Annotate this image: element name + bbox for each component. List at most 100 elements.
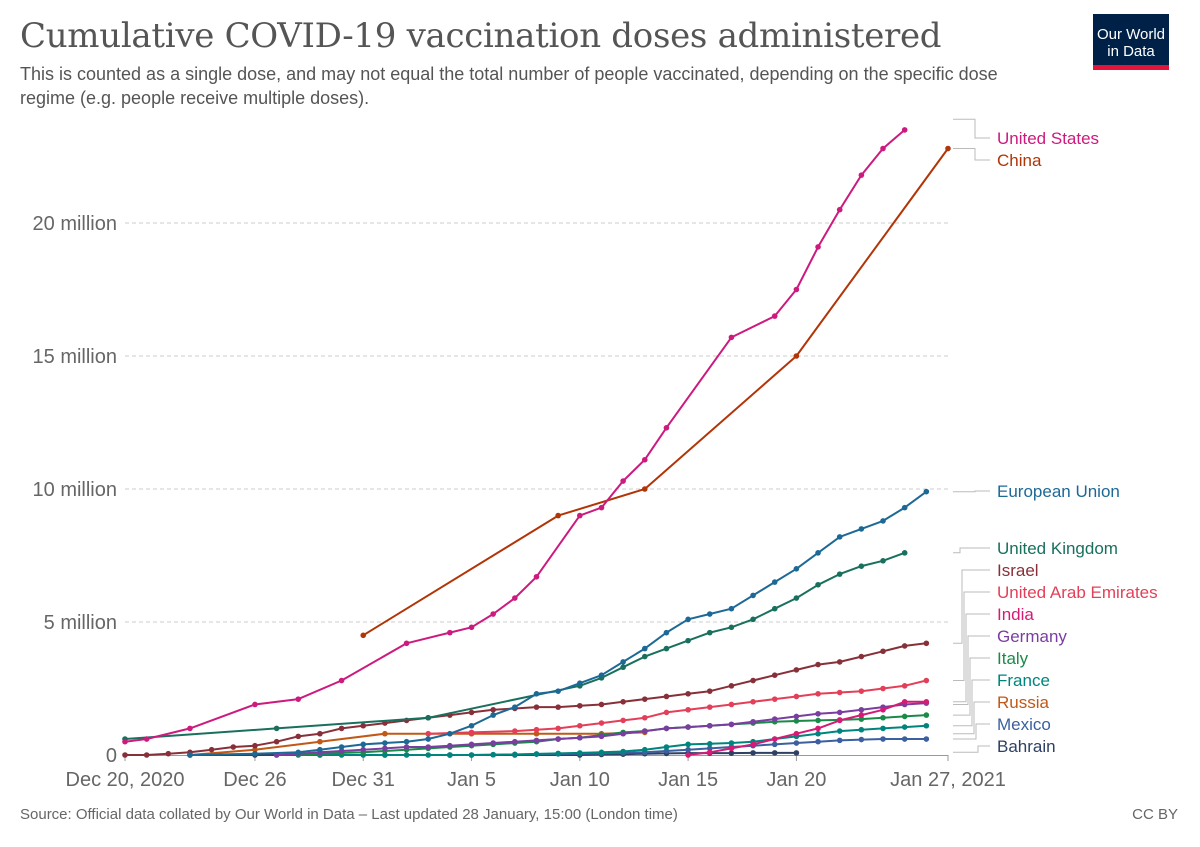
- data-point: [685, 746, 691, 753]
- data-point: [728, 721, 735, 728]
- data-point: [880, 706, 886, 713]
- data-point: [836, 206, 843, 213]
- data-point: [295, 749, 302, 756]
- data-point: [468, 722, 475, 729]
- data-point: [230, 744, 237, 750]
- data-point: [468, 752, 475, 758]
- data-point: [512, 728, 518, 734]
- x-tick-label: Dec 26: [223, 769, 286, 791]
- data-point: [728, 605, 735, 612]
- data-point: [793, 713, 800, 720]
- data-point: [858, 736, 865, 743]
- data-point: [620, 717, 626, 724]
- legend-connector: [953, 701, 990, 735]
- data-point: [815, 244, 821, 250]
- data-point: [793, 566, 800, 572]
- x-axis: Dec 20, 2020 Dec 26 Dec 31 Jan 5 Jan 10 Jan 1…: [66, 755, 1006, 791]
- legend-connector: [953, 613, 990, 703]
- data-point: [447, 742, 453, 749]
- data-point: [836, 717, 843, 724]
- data-point: [533, 704, 540, 710]
- data-point: [641, 728, 648, 734]
- data-point: [317, 738, 323, 745]
- data-point: [750, 750, 756, 756]
- data-point: [771, 716, 778, 722]
- legend-connector: [953, 148, 990, 161]
- data-point: [685, 741, 691, 748]
- legend-connector: [953, 118, 990, 139]
- legend-connector: [953, 745, 990, 753]
- data-point: [360, 746, 367, 753]
- data-point: [447, 752, 453, 758]
- data-point: [577, 512, 583, 519]
- data-point: [577, 722, 583, 729]
- data-point: [598, 733, 605, 740]
- data-point: [533, 751, 540, 757]
- data-point: [836, 534, 843, 540]
- series-china: [360, 145, 951, 639]
- data-point: [425, 714, 432, 721]
- data-point: [858, 563, 865, 569]
- data-point: [598, 701, 605, 708]
- chart-subtitle: This is counted as a single dose, and ma…: [20, 64, 998, 108]
- data-point: [685, 706, 691, 713]
- data-point: [945, 145, 951, 152]
- legend-connector: [953, 657, 990, 716]
- data-point: [880, 145, 886, 152]
- series-united-kingdom: [122, 550, 908, 742]
- data-point: [490, 706, 496, 713]
- data-point: [880, 558, 886, 564]
- data-point: [793, 667, 800, 673]
- data-point: [338, 677, 345, 684]
- series-india: [685, 699, 930, 758]
- data-point: [771, 313, 778, 319]
- legend-label: Russia: [997, 693, 1050, 712]
- data-point: [880, 736, 886, 742]
- data-point: [490, 740, 496, 746]
- data-point: [490, 611, 496, 617]
- data-point: [447, 730, 453, 737]
- data-point: [252, 750, 258, 757]
- data-point: [858, 172, 865, 178]
- data-point: [577, 750, 583, 756]
- data-point: [836, 737, 843, 744]
- x-tick-label: Jan 10: [550, 769, 610, 791]
- y-tick-label: 5 million: [44, 612, 117, 634]
- data-point: [555, 736, 561, 742]
- data-point: [663, 748, 670, 754]
- data-point: [577, 734, 583, 741]
- legend-label: United States: [997, 129, 1099, 148]
- data-point: [555, 688, 561, 694]
- legend-connector: [953, 569, 990, 644]
- license-link[interactable]: CC BY: [1132, 806, 1178, 823]
- data-point: [815, 717, 821, 724]
- chart-title: Cumulative COVID-19 vaccination doses ad…: [20, 16, 942, 56]
- data-point: [382, 745, 388, 752]
- data-point: [338, 725, 345, 732]
- data-point: [403, 752, 410, 758]
- data-point: [468, 624, 475, 631]
- data-point: [858, 716, 865, 722]
- data-point: [555, 704, 561, 710]
- series-germany: [273, 700, 930, 758]
- data-point: [750, 677, 756, 684]
- data-point: [641, 645, 648, 652]
- owid-logo[interactable]: Our World in Data: [1093, 14, 1169, 70]
- data-point: [815, 550, 821, 556]
- data-point: [793, 730, 800, 737]
- data-point: [901, 683, 908, 689]
- y-tick-label: 0: [106, 745, 117, 767]
- y-axis: 0 5 million 10 million 15 million 20 million: [33, 213, 117, 767]
- data-point: [815, 730, 821, 737]
- data-point: [771, 741, 778, 748]
- data-point: [468, 729, 475, 736]
- series-united-states: [122, 127, 908, 745]
- data-point: [663, 645, 670, 652]
- data-point: [425, 744, 432, 750]
- x-tick-label: Dec 31: [332, 769, 395, 791]
- data-point: [555, 725, 561, 732]
- data-point: [533, 726, 540, 733]
- data-point: [273, 725, 280, 732]
- data-point: [706, 722, 713, 729]
- data-point: [425, 730, 432, 737]
